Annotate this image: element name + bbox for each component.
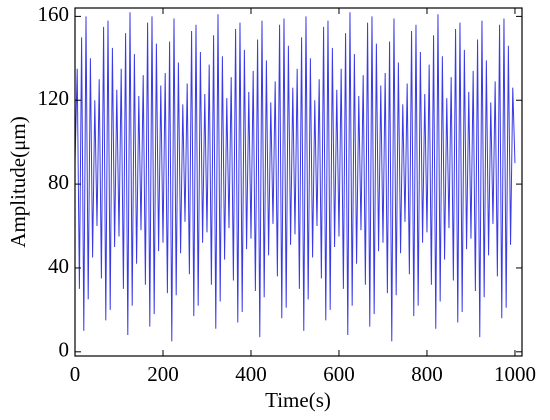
x-tick-label: 1000	[494, 362, 536, 386]
y-tick-label: 40	[48, 254, 69, 278]
x-tick-label: 800	[411, 362, 443, 386]
x-tick-label: 200	[147, 362, 179, 386]
plot-frame	[74, 7, 523, 357]
y-tick-label: 120	[38, 86, 70, 110]
x-tick-label: 0	[70, 362, 81, 386]
y-tick-label: 0	[59, 338, 70, 362]
x-axis-label: Time(s)	[265, 388, 331, 412]
y-axis-label: Amplitude(μm)	[6, 116, 30, 247]
x-tick-label: 600	[323, 362, 355, 386]
x-tick-label: 400	[235, 362, 267, 386]
data-line	[74, 12, 516, 342]
y-tick-label: 160	[38, 2, 70, 26]
y-tick-label: 80	[48, 170, 69, 194]
